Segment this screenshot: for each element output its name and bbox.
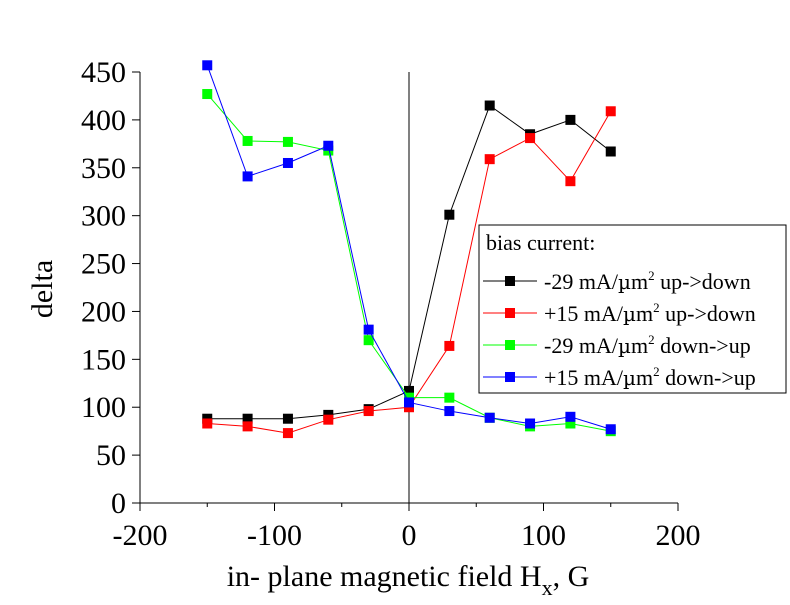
legend-entry: +15 mA/µm2 down->up [544, 364, 756, 390]
y-tick-label: 400 [81, 104, 126, 137]
data-point [525, 418, 536, 429]
series-layer [202, 60, 616, 439]
data-point [282, 428, 293, 439]
data-point [282, 136, 293, 147]
data-point [444, 406, 455, 417]
legend-entry: -29 mA/µm2 down->up [544, 332, 751, 358]
data-point [242, 413, 253, 424]
data-point [363, 406, 374, 417]
data-point [202, 89, 213, 100]
x-axis-label-suffix: , G [553, 560, 590, 593]
y-axis-label: delta [26, 260, 59, 318]
data-point [363, 324, 374, 335]
x-tick-label: -200 [113, 519, 168, 552]
data-point [565, 411, 576, 422]
x-axis-label: in- plane magnetic field Hx, G [227, 560, 590, 600]
data-point [242, 421, 253, 432]
legend-marker [505, 372, 515, 382]
y-tick-label: 100 [81, 391, 126, 424]
x-axis-label-main: in- plane magnetic field H [227, 560, 542, 593]
x-axis-label-subscript: x [542, 575, 553, 600]
x-tick-label: 100 [521, 519, 566, 552]
data-point [202, 60, 213, 71]
series-4 [202, 60, 616, 435]
axes: -200 -100 0 100 200 0 50 100 150 200 250 300 350 400 4… [81, 56, 701, 552]
x-tick-label: 200 [656, 519, 701, 552]
data-point [484, 154, 495, 165]
data-point [363, 335, 374, 346]
x-tick-label: 0 [402, 519, 417, 552]
legend-box [478, 224, 787, 394]
data-point [605, 424, 616, 435]
data-point [444, 340, 455, 351]
y-tick-label: 50 [96, 439, 126, 472]
data-point [323, 414, 334, 425]
legend-marker [505, 340, 515, 350]
y-tick-label: 350 [81, 152, 126, 185]
data-point [484, 100, 495, 111]
data-point [565, 418, 576, 429]
data-point [323, 140, 334, 151]
legend-marker [505, 276, 515, 286]
data-point [444, 392, 455, 403]
data-point [605, 106, 616, 117]
data-point [565, 176, 576, 187]
y-tick-label: 150 [81, 343, 126, 376]
y-tick-label: 200 [81, 295, 126, 328]
data-point [282, 413, 293, 424]
y-tick-label: 450 [81, 56, 126, 89]
x-tick-label: -100 [247, 519, 302, 552]
legend-title: bias current: [486, 230, 595, 255]
data-point [404, 385, 414, 396]
data-point [242, 135, 253, 146]
legend: bias current: -29 mA/µm2 up->down +15 mA/µ… [478, 224, 787, 394]
data-point [484, 412, 495, 423]
legend-entry: -29 mA/µm2 up->down [544, 268, 751, 294]
data-point [202, 418, 213, 429]
data-point [525, 133, 536, 144]
data-point [404, 397, 414, 408]
legend-marker [505, 308, 515, 318]
data-point [242, 171, 253, 182]
data-point [282, 157, 293, 168]
y-tick-label: 300 [81, 200, 126, 233]
y-tick-label: 250 [81, 248, 126, 281]
y-tick-label: 0 [111, 487, 126, 520]
data-point [605, 146, 616, 157]
data-point [444, 209, 455, 220]
data-point [565, 114, 576, 125]
legend-entry: +15 mA/µm2 up->down [544, 300, 756, 326]
